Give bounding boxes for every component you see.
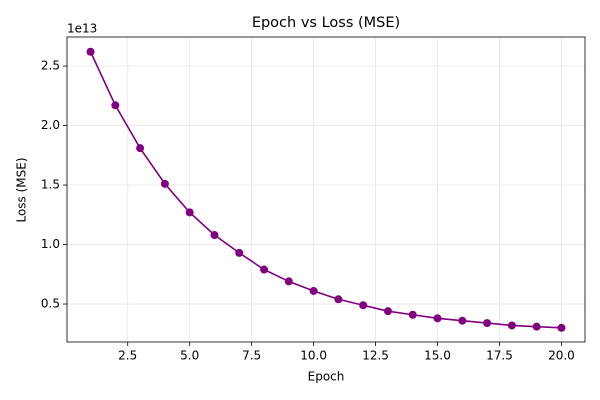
x-tick-label: 7.5 bbox=[242, 349, 261, 363]
marker bbox=[458, 316, 467, 325]
marker bbox=[210, 231, 219, 240]
marker bbox=[359, 301, 368, 310]
marker bbox=[483, 319, 492, 328]
marker bbox=[557, 323, 566, 332]
y-tick-label: 0.5 bbox=[41, 297, 60, 311]
marker bbox=[111, 101, 120, 110]
marker bbox=[433, 314, 442, 323]
x-tick-label: 20.0 bbox=[548, 349, 575, 363]
y-tick-label: 1.0 bbox=[41, 237, 60, 251]
x-axis-label: Epoch bbox=[308, 370, 345, 384]
x-tick-label: 15.0 bbox=[424, 349, 451, 363]
marker bbox=[160, 179, 169, 188]
marker bbox=[334, 295, 343, 304]
y-tick-label: 2.0 bbox=[41, 118, 60, 132]
x-tick-label: 2.5 bbox=[118, 349, 137, 363]
y-axis-label: Loss (MSE) bbox=[15, 157, 29, 222]
plot-frame bbox=[66, 36, 586, 343]
marker bbox=[532, 322, 541, 331]
marker bbox=[235, 248, 244, 257]
marker bbox=[260, 265, 269, 274]
marker bbox=[185, 208, 194, 217]
x-tick-label: 10.0 bbox=[300, 349, 327, 363]
marker bbox=[309, 286, 318, 295]
marker bbox=[408, 310, 417, 319]
marker bbox=[507, 321, 516, 330]
marker bbox=[136, 144, 145, 153]
chart-title: Epoch vs Loss (MSE) bbox=[252, 15, 400, 31]
marker bbox=[383, 307, 392, 316]
x-tick-label: 12.5 bbox=[362, 349, 389, 363]
marker bbox=[86, 47, 95, 56]
line bbox=[89, 51, 562, 329]
y-offset-label: 1e13 bbox=[67, 22, 97, 36]
y-tick-label: 2.5 bbox=[41, 59, 60, 73]
marker bbox=[284, 277, 293, 286]
y-tick-label: 1.5 bbox=[41, 178, 60, 192]
x-tick-label: 5.0 bbox=[180, 349, 199, 363]
x-tick-label: 17.5 bbox=[486, 349, 513, 363]
